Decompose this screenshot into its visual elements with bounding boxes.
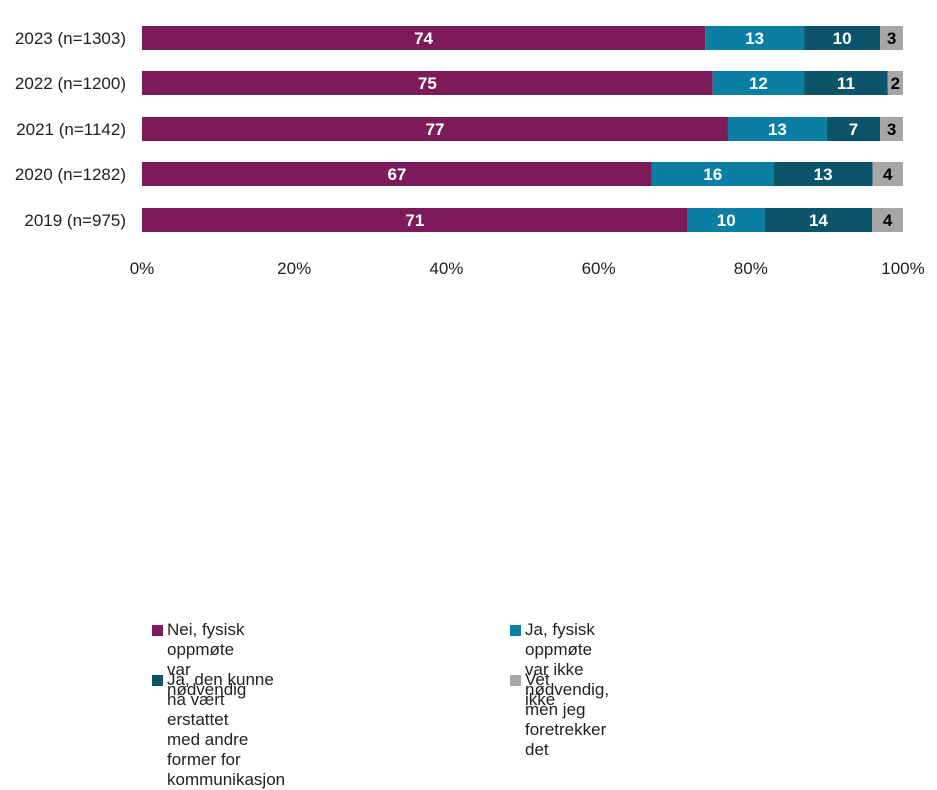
data-label: 71: [405, 211, 424, 230]
x-tick-label: 20%: [277, 259, 311, 278]
legend-swatch: [152, 625, 163, 636]
data-label: 13: [745, 29, 764, 48]
data-label: 7: [849, 120, 858, 139]
data-label: 3: [887, 120, 896, 139]
legend-label: Vet ikke: [525, 670, 556, 709]
legend-swatch: [152, 675, 163, 686]
bar-segment: [142, 26, 706, 50]
data-label: 10: [833, 29, 852, 48]
data-label: 13: [814, 165, 833, 184]
bar-segment: [651, 162, 774, 186]
x-tick-label: 80%: [734, 259, 768, 278]
x-tick-label: 40%: [429, 259, 463, 278]
legend-item-ja-erstattet: Ja, den kunne ha vært erstattet med andre…: [152, 670, 285, 790]
bar-segment: [142, 71, 713, 95]
data-label: 75: [418, 74, 437, 93]
bar-segment: [142, 162, 652, 186]
bar-segment: [804, 26, 881, 50]
x-tick-label: 60%: [582, 259, 616, 278]
legend-swatch: [510, 625, 521, 636]
bar-segment: [705, 26, 805, 50]
data-label: 77: [426, 120, 445, 139]
bar-segment: [872, 162, 903, 186]
data-label: 67: [387, 165, 406, 184]
bar-segment: [872, 208, 903, 232]
data-label: 10: [717, 211, 736, 230]
bar-segment: [880, 117, 903, 141]
data-label: 4: [883, 211, 893, 230]
category-label: 2023 (n=1303): [15, 29, 126, 48]
data-label: 74: [414, 29, 433, 48]
bar-segment: [142, 208, 688, 232]
bar-segment: [142, 117, 728, 141]
bar-segment: [764, 208, 873, 232]
legend-swatch: [510, 675, 521, 686]
bar-segment: [880, 26, 903, 50]
category-label: 2022 (n=1200): [15, 74, 126, 93]
data-label: 11: [837, 74, 855, 93]
legend-item-vet-ikke: Vet ikke: [510, 670, 555, 710]
data-label: 14: [809, 211, 828, 230]
data-label: 13: [768, 120, 787, 139]
data-label: 3: [887, 29, 896, 48]
data-label: 4: [883, 165, 893, 184]
category-label: 2019 (n=975): [24, 211, 126, 230]
bar-segment: [727, 117, 827, 141]
legend-label: med andre former for kommunikasjon: [167, 730, 286, 789]
bar-segment: [687, 208, 765, 232]
data-label: 16: [703, 165, 722, 184]
bar-segment: [826, 117, 881, 141]
x-tick-label: 0%: [130, 259, 155, 278]
category-label: 2021 (n=1142): [16, 120, 126, 139]
data-label: 2: [891, 74, 900, 93]
bar-segment: [712, 71, 805, 95]
bar-segment: [773, 162, 873, 186]
legend-label: Ja, den kunne ha vært erstattet: [167, 670, 274, 729]
x-tick-label: 100%: [881, 259, 924, 278]
bar-segment: [887, 71, 903, 95]
bar-segment: [804, 71, 888, 95]
category-label: 2020 (n=1282): [15, 165, 126, 184]
data-label: 12: [749, 74, 768, 93]
